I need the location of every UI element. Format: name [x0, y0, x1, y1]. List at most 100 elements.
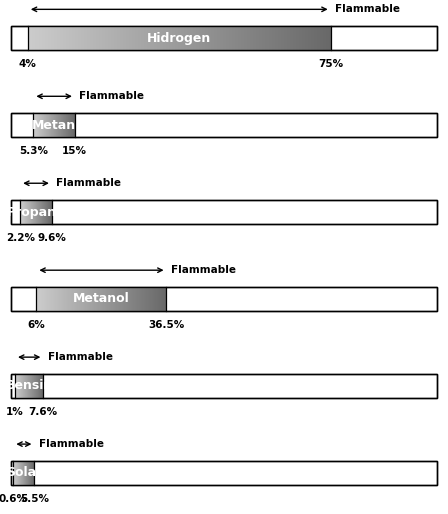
Bar [278, 26, 279, 50]
Bar [111, 287, 112, 311]
Text: Hidrogen: Hidrogen [147, 32, 211, 45]
Bar [107, 26, 108, 50]
Bar [125, 26, 126, 50]
Bar [142, 26, 143, 50]
Bar [116, 287, 117, 311]
Bar [89, 287, 90, 311]
Bar [51, 26, 52, 50]
Bar [54, 287, 55, 311]
Bar [152, 287, 153, 311]
Bar [122, 26, 123, 50]
Text: Propana: Propana [7, 206, 65, 218]
Bar [175, 26, 176, 50]
Bar [55, 287, 56, 311]
Text: 0.6%: 0.6% [0, 494, 28, 504]
Bar [63, 287, 64, 311]
Bar [78, 287, 79, 311]
Bar [303, 26, 305, 50]
Text: Flammable: Flammable [79, 91, 144, 101]
Bar [69, 26, 70, 50]
Bar [235, 26, 237, 50]
Bar [217, 26, 219, 50]
Bar [244, 26, 246, 50]
Bar [161, 26, 163, 50]
Bar [125, 287, 126, 311]
Bar [77, 287, 78, 311]
Bar [28, 26, 30, 50]
Bar [279, 26, 280, 50]
Bar [127, 287, 128, 311]
Bar [11, 26, 437, 50]
Text: Flammable: Flammable [335, 4, 400, 14]
Bar [193, 26, 194, 50]
Bar [95, 26, 96, 50]
Bar [37, 26, 39, 50]
Bar [137, 26, 138, 50]
Bar [255, 26, 256, 50]
Bar [96, 26, 98, 50]
Bar [39, 287, 40, 311]
Bar [327, 26, 329, 50]
Bar [290, 26, 291, 50]
Bar [263, 26, 264, 50]
Bar [302, 26, 303, 50]
Bar [133, 287, 134, 311]
Bar [40, 26, 42, 50]
Bar [108, 26, 110, 50]
Bar [72, 287, 73, 311]
Bar [214, 26, 215, 50]
Bar [112, 26, 114, 50]
Text: Flammable: Flammable [56, 178, 121, 188]
Bar [59, 287, 60, 311]
Bar [47, 26, 49, 50]
Text: 2.2%: 2.2% [6, 233, 35, 243]
Bar [187, 26, 188, 50]
Bar [87, 26, 88, 50]
Bar [61, 26, 63, 50]
Bar [276, 26, 278, 50]
Bar [271, 26, 273, 50]
Bar [43, 26, 44, 50]
Bar [162, 287, 163, 311]
Bar [65, 287, 66, 311]
Bar [57, 26, 58, 50]
Bar [55, 26, 57, 50]
Bar [91, 26, 93, 50]
Text: 1%: 1% [6, 407, 24, 417]
Bar [117, 287, 118, 311]
Bar [156, 287, 157, 311]
Bar [107, 287, 108, 311]
Bar [240, 26, 241, 50]
Bar [90, 287, 91, 311]
Text: 7.6%: 7.6% [29, 407, 58, 417]
Bar [108, 287, 109, 311]
Bar [70, 26, 72, 50]
Bar [70, 287, 71, 311]
Bar [67, 287, 68, 311]
Bar [168, 26, 170, 50]
Bar [52, 26, 54, 50]
Bar [36, 287, 37, 311]
Bar [148, 287, 149, 311]
Bar [84, 287, 85, 311]
Bar [157, 287, 158, 311]
Bar [134, 287, 135, 311]
Bar [208, 26, 210, 50]
Bar [288, 26, 290, 50]
Bar [102, 287, 103, 311]
Bar [153, 287, 154, 311]
Bar [98, 287, 99, 311]
Bar [52, 287, 53, 311]
Bar [88, 287, 89, 311]
Bar [314, 26, 315, 50]
Text: 5.3%: 5.3% [19, 146, 48, 156]
Text: 4%: 4% [19, 59, 37, 69]
Bar [50, 287, 51, 311]
Bar [66, 26, 67, 50]
Bar [134, 26, 135, 50]
Bar [100, 287, 101, 311]
Text: Solar: Solar [6, 466, 42, 480]
Bar [323, 26, 324, 50]
Bar [94, 287, 95, 311]
Bar [293, 26, 294, 50]
